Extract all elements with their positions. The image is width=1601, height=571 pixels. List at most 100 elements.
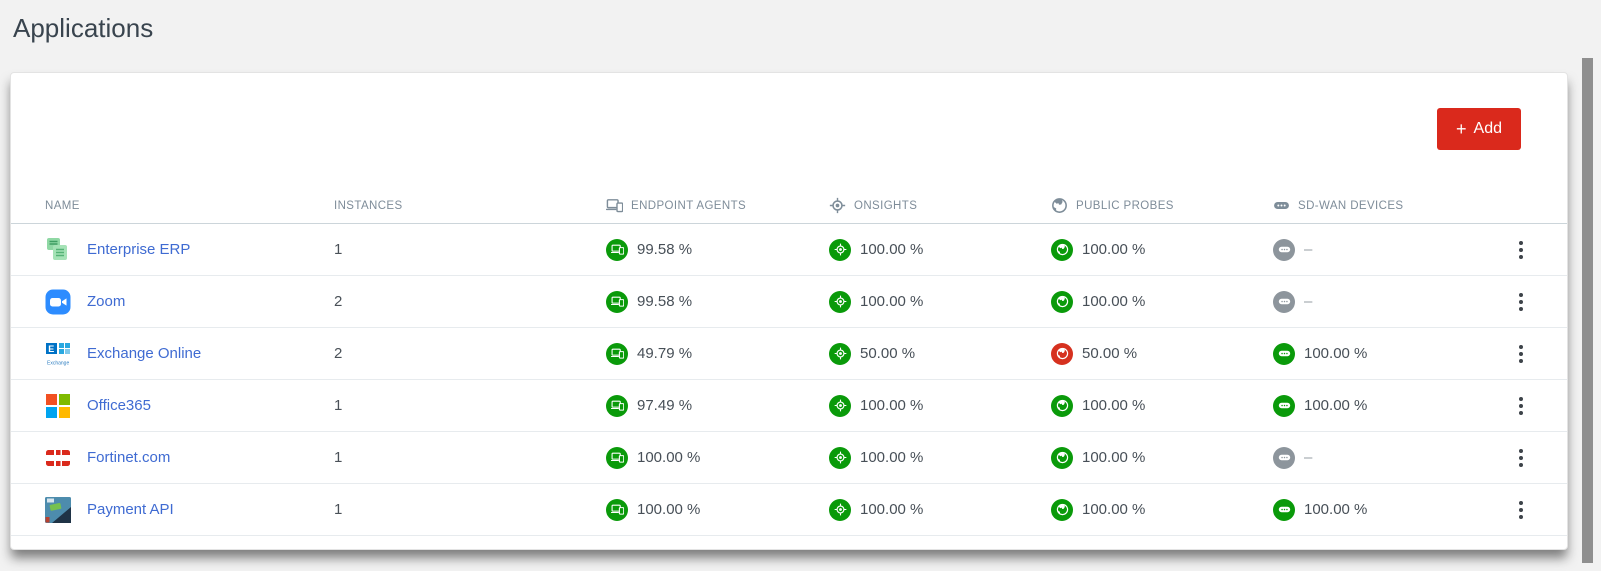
onsights-metric: 100.00 % bbox=[829, 498, 1051, 521]
row-menu-button[interactable] bbox=[1512, 444, 1530, 472]
endpoint-agents-status-badge bbox=[606, 446, 628, 469]
metric-value: – bbox=[1304, 449, 1313, 466]
endpoint-agents-status-badge bbox=[606, 290, 628, 313]
column-label: INSTANCES bbox=[334, 199, 403, 212]
application-link[interactable]: Exchange Online bbox=[87, 345, 202, 362]
public-probes-status-badge bbox=[1051, 238, 1073, 261]
public-probes-metric: 100.00 % bbox=[1051, 290, 1273, 313]
sdwan-router-icon bbox=[1273, 197, 1290, 214]
endpoint-agents-metric: 100.00 % bbox=[606, 446, 829, 469]
metric-value: 100.00 % bbox=[1304, 397, 1368, 414]
application-link[interactable]: Office365 bbox=[87, 397, 151, 414]
metric-value: 100.00 % bbox=[1082, 241, 1146, 258]
column-header-public-probes: PUBLIC PROBES bbox=[1051, 197, 1273, 214]
sd-wan-devices-metric: – bbox=[1273, 290, 1491, 313]
onsights-status-badge bbox=[829, 498, 851, 521]
metric-value: 100.00 % bbox=[1082, 293, 1146, 310]
plus-icon: + bbox=[1456, 119, 1467, 139]
name-cell: Enterprise ERP bbox=[45, 237, 334, 263]
exchange-online-icon: E Exchange bbox=[45, 341, 71, 367]
row-menu-button[interactable] bbox=[1512, 496, 1530, 524]
application-link[interactable]: Fortinet.com bbox=[87, 449, 171, 466]
endpoint-agents-status-badge bbox=[606, 394, 628, 417]
metric-value: 100.00 % bbox=[860, 501, 924, 518]
svg-text:Exchange: Exchange bbox=[47, 360, 69, 366]
column-label: PUBLIC PROBES bbox=[1076, 199, 1174, 212]
application-link[interactable]: Zoom bbox=[87, 293, 126, 310]
column-header-sd-wan-devices: SD-WAN DEVICES bbox=[1273, 197, 1491, 214]
instances-value: 1 bbox=[334, 397, 343, 414]
metric-value: 100.00 % bbox=[1082, 449, 1146, 466]
fortinet-icon bbox=[45, 445, 71, 471]
public-probes-metric: 100.00 % bbox=[1051, 238, 1273, 261]
name-cell: Office365 bbox=[45, 393, 334, 419]
application-link[interactable]: Payment API bbox=[87, 501, 174, 518]
metric-value: 50.00 % bbox=[1082, 345, 1138, 362]
table-body: Enterprise ERP 1 99.58 % 100.00 % 100.00… bbox=[11, 224, 1567, 536]
sd-wan-devices-metric: – bbox=[1273, 238, 1491, 261]
onsights-status-badge bbox=[829, 394, 851, 417]
sd-wan-devices-metric: 100.00 % bbox=[1273, 498, 1491, 521]
name-cell: Fortinet.com bbox=[45, 445, 334, 471]
onsights-metric: 50.00 % bbox=[829, 342, 1051, 365]
public-probes-status-badge bbox=[1051, 446, 1073, 469]
endpoint-agents-metric: 100.00 % bbox=[606, 498, 829, 521]
table-header-row: NAME INSTANCES ENDPOINT AGENTS ONSIGHTS bbox=[11, 188, 1567, 224]
metric-value: 50.00 % bbox=[860, 345, 916, 362]
public-probes-metric: 100.00 % bbox=[1051, 394, 1273, 417]
office365-icon bbox=[45, 393, 71, 419]
endpoint-agents-status-badge bbox=[606, 342, 628, 365]
sd-wan-devices-metric: – bbox=[1273, 446, 1491, 469]
public-probes-metric: 100.00 % bbox=[1051, 498, 1273, 521]
onsights-status-badge bbox=[829, 290, 851, 313]
column-label: NAME bbox=[45, 199, 80, 212]
sd-wan-status-badge bbox=[1273, 498, 1295, 521]
metric-value: 99.58 % bbox=[637, 293, 693, 310]
sd-wan-devices-metric: 100.00 % bbox=[1273, 394, 1491, 417]
onsights-metric: 100.00 % bbox=[829, 446, 1051, 469]
column-header-endpoint-agents: ENDPOINT AGENTS bbox=[606, 197, 829, 214]
vertical-scrollbar[interactable] bbox=[1582, 58, 1593, 563]
onsights-metric: 100.00 % bbox=[829, 238, 1051, 261]
metric-value: 100.00 % bbox=[860, 241, 924, 258]
table-row: Zoom 2 99.58 % 100.00 % 100.00 % – bbox=[11, 276, 1567, 328]
metric-value: 100.00 % bbox=[860, 397, 924, 414]
instances-value: 2 bbox=[334, 345, 343, 362]
public-probes-status-badge bbox=[1051, 290, 1073, 313]
metric-value: 100.00 % bbox=[860, 449, 924, 466]
onsight-target-icon bbox=[829, 197, 846, 214]
row-menu-button[interactable] bbox=[1512, 340, 1530, 368]
table-row: Enterprise ERP 1 99.58 % 100.00 % 100.00… bbox=[11, 224, 1567, 276]
row-menu-button[interactable] bbox=[1512, 392, 1530, 420]
metric-value: – bbox=[1304, 241, 1313, 258]
scrollbar-thumb[interactable] bbox=[1582, 58, 1593, 563]
metric-value: 99.58 % bbox=[637, 241, 693, 258]
add-button[interactable]: + Add bbox=[1437, 108, 1521, 150]
enterprise-erp-icon bbox=[45, 237, 71, 263]
table-row: Payment API 1 100.00 % 100.00 % 100.00 % bbox=[11, 484, 1567, 536]
column-label: ONSIGHTS bbox=[854, 199, 918, 212]
sd-wan-status-badge bbox=[1273, 290, 1295, 313]
table-row: Office365 1 97.49 % 100.00 % 100.00 % 1 bbox=[11, 380, 1567, 432]
applications-table: NAME INSTANCES ENDPOINT AGENTS ONSIGHTS bbox=[11, 188, 1567, 536]
endpoint-agents-metric: 99.58 % bbox=[606, 238, 829, 261]
instances-value: 1 bbox=[334, 449, 343, 466]
column-header-onsights: ONSIGHTS bbox=[829, 197, 1051, 214]
name-cell: Zoom bbox=[45, 289, 334, 315]
row-menu-button[interactable] bbox=[1512, 288, 1530, 316]
metric-value: 100.00 % bbox=[1082, 397, 1146, 414]
sd-wan-status-badge bbox=[1273, 446, 1295, 469]
sd-wan-devices-metric: 100.00 % bbox=[1273, 342, 1491, 365]
metric-value: 49.79 % bbox=[637, 345, 693, 362]
metric-value: 100.00 % bbox=[1304, 501, 1368, 518]
public-probes-status-badge bbox=[1051, 498, 1073, 521]
metric-value: 100.00 % bbox=[1304, 345, 1368, 362]
application-link[interactable]: Enterprise ERP bbox=[87, 241, 191, 258]
table-row: E Exchange Exchange Online 2 49.79 % 50.… bbox=[11, 328, 1567, 380]
instances-value: 2 bbox=[334, 293, 343, 310]
metric-value: 97.49 % bbox=[637, 397, 693, 414]
onsights-status-badge bbox=[829, 238, 851, 261]
row-menu-button[interactable] bbox=[1512, 236, 1530, 264]
onsights-metric: 100.00 % bbox=[829, 290, 1051, 313]
instances-value: 1 bbox=[334, 501, 343, 518]
